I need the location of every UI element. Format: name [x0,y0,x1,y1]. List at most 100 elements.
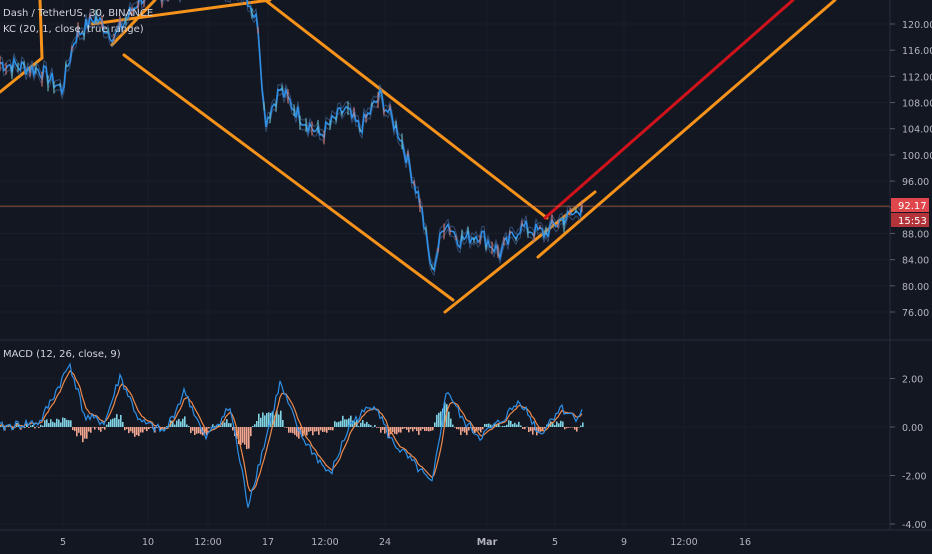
histogram-bar [286,427,288,428]
histogram-bar [104,427,106,430]
histogram-bar [66,419,68,427]
histogram-bar [132,427,134,434]
histogram-bar [454,427,456,428]
histogram-bar [400,427,402,433]
histogram-bar [58,419,60,427]
macd-axis[interactable]: 2.00 0.00 -2.00 -4.00 [890,375,927,532]
histogram-bar [322,427,324,432]
signal-line [0,369,583,492]
histogram-bar [242,427,244,443]
channel-line[interactable] [38,0,44,60]
histogram-bar [456,427,458,430]
histogram-bar [332,427,334,431]
histogram-bar [464,427,466,433]
time-axis-label: 9 [621,537,627,548]
histogram-bar [490,424,492,427]
histogram-bar [566,427,568,429]
histogram-bar [308,427,310,432]
histogram-bar [38,427,40,428]
histogram-bar [144,427,146,430]
channel-line[interactable] [536,0,837,259]
histogram-bar [106,424,108,427]
price-axis-label: 76.00 [902,308,929,319]
channel-line[interactable] [543,0,795,220]
histogram-bar [452,424,454,427]
time-axis-label: 16 [739,537,751,548]
histogram-bar [306,427,308,436]
price-axis[interactable]: 120.00 116.00 112.00 108.00 104.00 100.00 96.0… [890,20,932,319]
histogram-bar [138,427,140,437]
macd-line [0,362,583,508]
macd-indicator-label[interactable]: MACD (12, 26, close, 9) [3,349,121,360]
histogram-bar [468,427,470,431]
histogram-bar [102,427,104,429]
histogram-bar [54,422,56,427]
histogram-bar [266,413,268,427]
histogram-bar [84,427,86,439]
channel-line[interactable] [0,56,44,94]
histogram-bar [140,427,142,433]
histogram-bar [198,427,200,434]
time-axis[interactable]: 5 10 12:00 17 12:00 24 Mar 5 9 12:00 16 [60,537,751,548]
time-axis-label: 12:00 [670,537,697,548]
histogram-bar [200,427,202,435]
histogram-bar [580,425,582,427]
symbol-title[interactable]: Dash / TetherUS, 30, BINANCE [3,8,153,19]
histogram-bar [36,426,38,427]
histogram-bar [272,411,274,427]
histogram-bar [8,426,10,427]
channel-line[interactable] [90,0,272,26]
channel-line[interactable] [263,0,549,220]
histogram-bar [70,420,72,427]
histogram-bar [252,425,254,427]
histogram-bar [436,414,438,427]
histogram-bar [388,427,390,439]
histogram-bar [364,423,366,427]
histogram-bar [422,427,424,429]
histogram-bar [82,427,84,443]
histogram-bar [362,420,364,427]
histogram-bar [90,427,92,433]
histogram-bar [312,427,314,436]
histogram-bar [280,410,282,427]
histogram-bar [482,427,484,430]
histogram-bar [292,427,294,434]
time-axis-label: 5 [552,537,558,548]
red-channel-lines[interactable] [543,0,795,220]
histogram-bar [522,427,524,429]
histogram-bar [370,425,372,427]
histogram-bar [46,419,48,427]
histogram-bar [278,414,280,427]
histogram-bar [190,427,192,434]
histogram-bar [570,427,572,428]
histogram-bar [448,411,450,427]
histogram-bar [472,427,474,433]
histogram-bar [294,427,296,435]
channel-line[interactable] [110,0,157,47]
channel-line[interactable] [122,53,455,302]
histogram-bar [246,427,248,450]
histogram-bar [24,427,26,429]
histogram-bar [382,427,384,430]
histogram-bar [572,427,574,428]
histogram-bar [32,424,34,427]
histogram-bar [380,427,382,433]
histogram-bar [118,419,120,427]
histogram-bar [142,427,144,433]
macd-axis-label: -4.00 [902,520,927,531]
orange-channel-lines[interactable] [0,0,837,314]
price-series [0,0,583,273]
histogram-bar [166,426,168,427]
histogram-bar [182,418,184,427]
histogram-bar [274,415,276,427]
histogram-bar [226,419,228,427]
kc-indicator-label[interactable]: KC (20, 1, close, true range) [3,24,144,35]
histogram-bar [108,421,110,427]
histogram-bar [326,427,328,433]
price-axis-label: 116.00 [902,46,932,57]
histogram-bar [88,427,90,432]
histogram-bar [304,427,306,435]
histogram-bar [514,422,516,427]
